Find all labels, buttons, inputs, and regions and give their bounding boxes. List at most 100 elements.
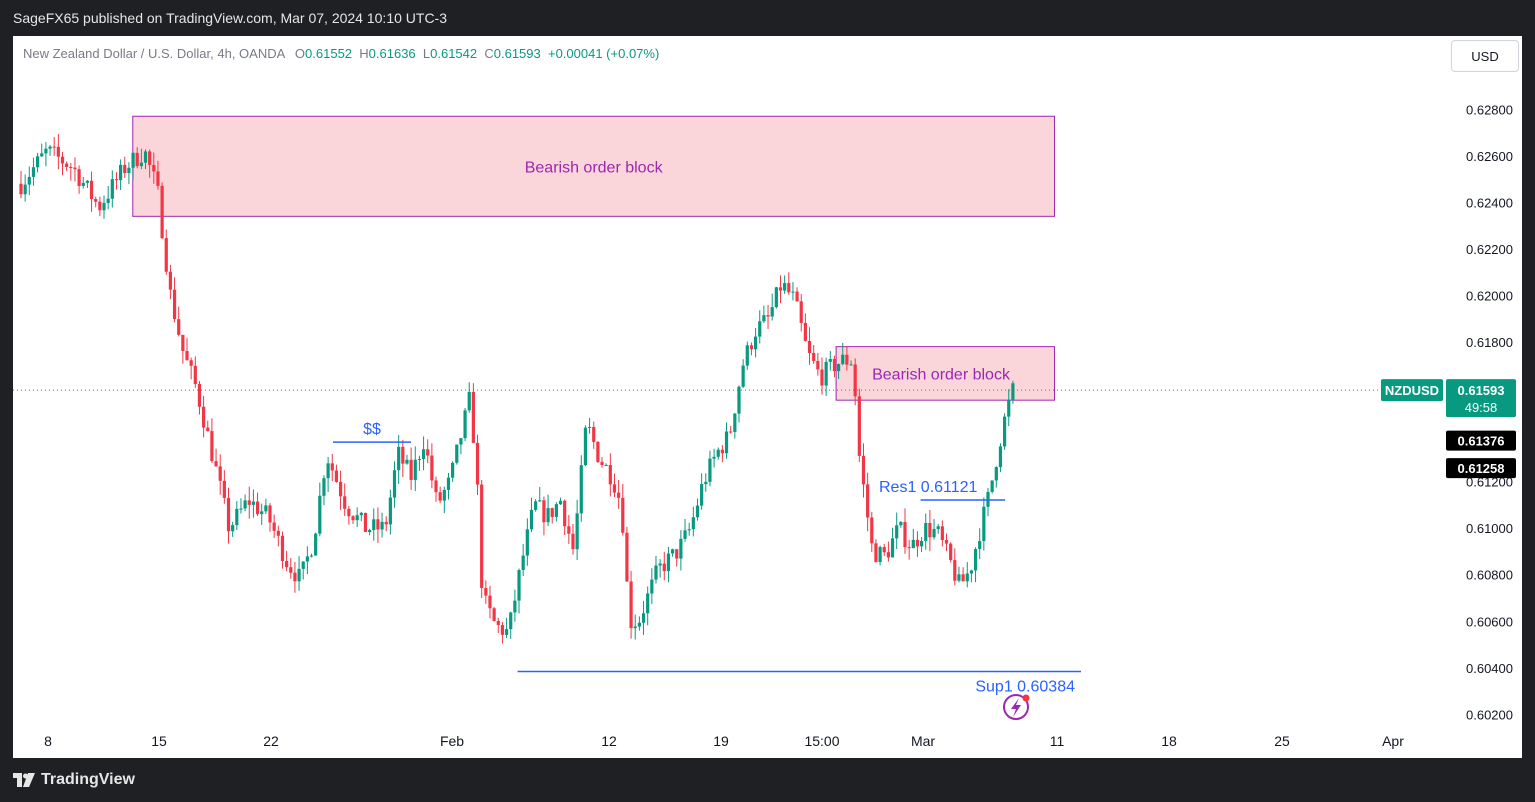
candle-body — [978, 541, 982, 550]
currency-button[interactable]: USD — [1451, 40, 1519, 72]
symbol-tag — [1381, 379, 1443, 402]
candle-body — [139, 162, 143, 167]
publisher-text: SageFX65 published on TradingView.com, M… — [13, 10, 447, 26]
candle-body — [239, 508, 243, 510]
candle-body — [314, 533, 318, 556]
candle-body — [903, 522, 907, 548]
order-block-zone[interactable] — [835, 346, 1055, 401]
candle-body — [969, 570, 973, 574]
tradingview-icon — [13, 773, 35, 787]
tradingview-logo[interactable]: TradingView — [13, 771, 135, 789]
candle-body — [845, 354, 849, 365]
candle-body — [787, 283, 791, 293]
candle-body — [309, 555, 314, 557]
candle-body — [675, 549, 679, 559]
candle-body — [820, 369, 824, 386]
x-tick-label: 19 — [713, 733, 729, 749]
price-chart[interactable]: Bearish order block Bearish order block $$… — [13, 36, 1522, 758]
candle-body — [592, 426, 596, 442]
candle-body — [853, 364, 857, 397]
candle-body — [334, 470, 339, 482]
candle-body — [571, 533, 575, 550]
order-block-label: Bearish order block — [525, 159, 664, 176]
candle-body — [430, 455, 434, 481]
candle-body — [861, 455, 866, 485]
candle-body — [666, 553, 671, 572]
candle-body — [48, 146, 52, 149]
candle-body — [554, 504, 558, 517]
candle-body — [185, 350, 189, 361]
candle-body — [563, 500, 567, 527]
lightning-bolt-icon — [1011, 698, 1021, 717]
candle-body — [919, 540, 924, 547]
candle-body — [318, 495, 322, 534]
sup1-label: Sup1 0.60384 — [975, 679, 1075, 696]
price-tag — [1446, 430, 1516, 451]
change-value: +0.00041 (+0.07%) — [547, 46, 660, 61]
candle-body — [330, 463, 334, 471]
candle-body — [600, 461, 604, 466]
candle-body — [181, 334, 185, 351]
candle-body — [409, 459, 413, 480]
low-value: 0.61542 — [430, 46, 478, 61]
candle-body — [226, 497, 231, 532]
candle-body — [646, 593, 650, 614]
candle-body — [679, 538, 683, 559]
candle-body — [451, 462, 455, 478]
candle-body — [538, 500, 542, 502]
candle-body — [206, 427, 210, 432]
candle-body — [326, 463, 330, 479]
candle-body — [949, 543, 953, 561]
candle-body — [534, 501, 538, 510]
candle-body — [733, 413, 737, 432]
candle-body — [272, 522, 276, 531]
candle-body — [293, 572, 297, 582]
candle-body — [836, 364, 841, 372]
close-label: C — [484, 46, 494, 61]
candle-body — [895, 525, 899, 539]
candle-body — [886, 552, 890, 558]
candle-body — [81, 182, 85, 186]
candle-body — [774, 287, 778, 308]
candle-body — [36, 156, 40, 168]
candle-body — [119, 164, 123, 181]
candle-body — [670, 549, 675, 554]
low-label: L — [422, 46, 431, 61]
order-block-zone[interactable] — [132, 115, 1056, 217]
candle-body — [716, 449, 720, 457]
candle-body — [928, 522, 932, 538]
lightning-icon[interactable] — [1003, 694, 1029, 720]
candle-body — [749, 345, 754, 350]
candle-body — [683, 530, 687, 539]
y-tick-label: 0.61800 — [1466, 335, 1513, 350]
bottom-bar: TradingView — [0, 758, 1535, 802]
candle-body — [617, 492, 621, 498]
x-tick-label: 18 — [1161, 733, 1177, 749]
candle-body — [202, 406, 206, 428]
candle-body — [56, 146, 60, 157]
candle-body — [558, 500, 563, 505]
candle-body — [509, 612, 513, 630]
candle-body — [98, 201, 102, 211]
candle-body — [471, 391, 475, 443]
candle-body — [368, 529, 372, 533]
x-tick-label: 12 — [601, 733, 617, 749]
candle-body — [135, 152, 139, 167]
candle-body — [152, 164, 156, 172]
candle-body — [994, 467, 998, 481]
y-tick-label: 0.62800 — [1466, 102, 1513, 117]
candle-body — [915, 539, 920, 547]
candle-body — [359, 512, 363, 516]
candle-body — [27, 176, 31, 185]
bar-countdown-label: 49:58 — [1465, 400, 1498, 415]
open-label: O — [294, 46, 306, 61]
candle-body — [459, 438, 463, 445]
candle-body — [376, 519, 380, 530]
candle-body — [803, 322, 807, 341]
candle-body — [114, 179, 119, 181]
candle-body — [455, 444, 459, 463]
candle-body — [944, 539, 949, 544]
candle-body — [758, 321, 762, 337]
price-tag-label: 0.61258 — [1458, 461, 1505, 476]
candle-body — [243, 500, 247, 509]
